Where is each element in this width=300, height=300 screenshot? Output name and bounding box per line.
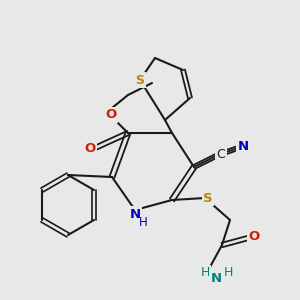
- Text: S: S: [136, 74, 145, 86]
- Text: N: N: [129, 208, 141, 220]
- Text: H: H: [223, 266, 233, 280]
- Text: N: N: [210, 272, 222, 284]
- Text: S: S: [203, 191, 213, 205]
- Text: O: O: [105, 109, 117, 122]
- Text: N: N: [237, 140, 249, 152]
- Text: C: C: [217, 148, 225, 160]
- Text: H: H: [139, 215, 147, 229]
- Text: H: H: [200, 266, 210, 280]
- Text: O: O: [84, 142, 96, 154]
- Text: O: O: [248, 230, 260, 244]
